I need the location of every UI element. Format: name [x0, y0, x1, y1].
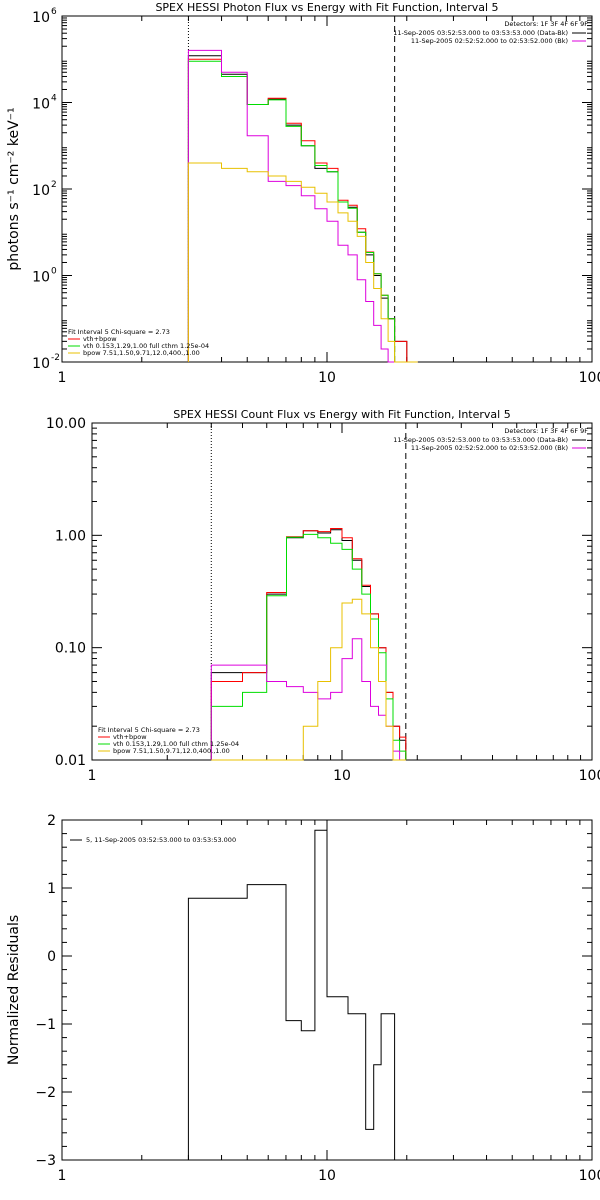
y-tick-label: 10	[32, 270, 50, 286]
x-tick-label: 100	[579, 370, 600, 386]
x-tick-label: 100	[579, 1168, 600, 1184]
y-tick-exponent: 0	[51, 267, 57, 277]
legend-entry-text: 11-Sep-2005 03:52:53.000 to 03:53:53.000…	[393, 436, 568, 444]
y-tick-exponent: -2	[51, 353, 60, 363]
x-tick-label: 10	[333, 768, 351, 784]
legend-entry-text: 11-Sep-2005 02:52:52.000 to 02:53:52.000…	[411, 37, 568, 45]
series-magenta	[210, 638, 406, 761]
x-tick-label: 100	[579, 768, 600, 784]
series-black	[187, 55, 418, 363]
x-tick-label: 1	[58, 1168, 67, 1184]
photon-flux-panel: SPEX HESSI Photon Flux vs Energy with Fi…	[6, 1, 600, 386]
legend-entry-text: vth 0.153,1.29,1.00 full cthm 1.25e-04	[83, 342, 209, 350]
y-tick-label: 0.01	[55, 753, 86, 769]
series-green	[210, 533, 407, 760]
count-flux-panel: SPEX HESSI Count Flux vs Energy with Fit…	[46, 408, 600, 784]
y-tick-label: 10.00	[46, 416, 86, 432]
y-axis-label: photons s⁻¹ cm⁻² keV⁻¹	[6, 107, 22, 270]
series-black	[187, 829, 396, 1160]
y-tick-label: 10	[32, 97, 50, 113]
y-tick-label: −2	[35, 1085, 56, 1101]
series-red	[187, 58, 418, 363]
y-tick-label: −3	[35, 1153, 56, 1169]
legend-entry-text: bpow 7.51,1.50,9.71,12.0,400.,1.00	[113, 747, 230, 755]
plot-frame	[91, 422, 593, 761]
y-axis-label: Normalized Residuals	[6, 915, 22, 1065]
x-tick-label: 1	[58, 370, 67, 386]
legend-detectors: Detectors: 1F 3F 4F 6F 9F	[504, 20, 588, 28]
y-tick-label: 10	[32, 10, 50, 26]
legend-entry-text: vth+bpow	[83, 335, 117, 343]
chart-title: SPEX HESSI Count Flux vs Energy with Fit…	[173, 408, 510, 421]
legend-entry-text: 5, 11-Sep-2005 03:52:53.000 to 03:53:53.…	[86, 836, 236, 844]
y-tick-label: 0.10	[55, 641, 86, 657]
y-tick-label: 2	[47, 813, 56, 829]
legend-entry-text: bpow 7.51,1.50,9.71,12.0,400.,1.00	[83, 349, 200, 357]
series-yellow	[211, 598, 406, 761]
y-tick-exponent: 2	[51, 180, 57, 190]
legend-entry-text: 11-Sep-2005 02:52:52.000 to 02:53:52.000…	[411, 444, 568, 452]
residuals-panel: 1 10 100 −3 −2 −1 0 1 2 Normalized Residuals 5, 11…	[6, 813, 600, 1184]
series-yellow	[187, 162, 418, 363]
plot-frame	[61, 15, 593, 363]
y-tick-label: 10	[32, 183, 50, 199]
y-tick-label: 1	[47, 881, 56, 897]
y-tick-exponent: 6	[51, 7, 57, 17]
legend-fit-header: Fit Interval 5 Chi-square = 2.73	[98, 726, 200, 734]
x-tick-label: 10	[318, 1168, 336, 1184]
y-tick-exponent: 4	[51, 94, 57, 104]
legend-entry-text: vth 0.153,1.29,1.00 full cthm 1.25e-04	[113, 740, 239, 748]
y-tick-label: −1	[35, 1017, 56, 1033]
x-tick-label: 1	[88, 768, 97, 784]
y-tick-label: 0	[47, 949, 56, 965]
legend-entry-text: 11-Sep-2005 03:52:53.000 to 03:53:53.000…	[393, 29, 568, 37]
y-tick-label: 1.00	[55, 528, 86, 544]
y-tick-label: 10	[32, 356, 50, 372]
series-red	[210, 528, 407, 760]
series-black	[210, 529, 407, 760]
chart-title: SPEX HESSI Photon Flux vs Energy with Fi…	[155, 1, 498, 14]
series-green	[187, 60, 418, 363]
legend-detectors: Detectors: 1F 3F 4F 6F 9F	[504, 427, 588, 435]
legend-fit-header: Fit Interval 5 Chi-square = 2.73	[68, 328, 170, 336]
series-magenta	[187, 49, 418, 363]
legend-entry-text: vth+bpow	[113, 733, 147, 741]
x-tick-label: 10	[318, 370, 336, 386]
